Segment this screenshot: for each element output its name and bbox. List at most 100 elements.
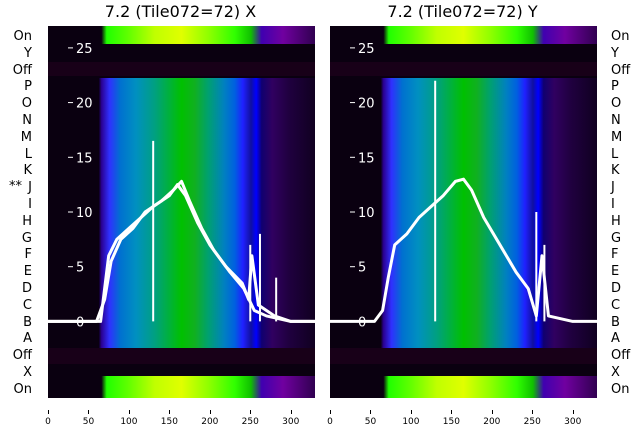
x-tick-mark (169, 410, 171, 414)
x-tick-label: 300 (564, 417, 582, 427)
row-label-right: On (611, 29, 630, 44)
row-label-right: Off (611, 348, 631, 363)
x-tick-mark (209, 410, 211, 414)
x-tick-mark (88, 410, 90, 414)
row-label-right: K (611, 163, 620, 178)
y-tick-label: 20 (76, 97, 93, 112)
y-tick-label: 5 (76, 261, 84, 276)
row-label-right: G (611, 231, 622, 246)
row-label-right: Off (611, 63, 631, 78)
heatmap-body (48, 78, 315, 348)
row-label-right: M (611, 130, 623, 145)
row-label-left: I (28, 197, 32, 212)
row-label-left: On (13, 382, 32, 397)
x-tick-label: 200 (483, 417, 501, 427)
row-label-left: D (21, 281, 32, 296)
row-label-left: K (23, 163, 32, 178)
row-label-left: Y (24, 46, 32, 61)
heatmap-band-bottom (330, 376, 597, 398)
row-label-left: X (23, 365, 32, 380)
y-tick-label: 25 (358, 42, 375, 57)
row-label-left: O (21, 96, 32, 111)
x-tick-mark (491, 410, 493, 414)
row-label-right: B (611, 315, 620, 330)
x-tick-mark (572, 410, 574, 414)
x-tick-label: 250 (523, 417, 541, 427)
trace-line (330, 177, 597, 323)
x-tick-label: 250 (241, 417, 259, 427)
x-tick-label: 300 (282, 417, 300, 427)
row-label-left: G (21, 231, 32, 246)
row-label-left: F (24, 247, 32, 262)
y-tick-label: 10 (358, 206, 375, 221)
x-tick-label: 100 (402, 417, 420, 427)
row-label-right: C (611, 298, 621, 313)
panel-title-x: 7.2 (Tile072=72) X (104, 2, 257, 21)
x-tick-label: 0 (45, 417, 51, 427)
row-label-right: H (611, 214, 621, 229)
y-tick-label: 5 (358, 261, 366, 276)
x-tick-mark (128, 410, 130, 414)
off-strip-bottom (330, 348, 597, 364)
row-label-left: P (24, 79, 32, 94)
row-label-left: M (20, 130, 32, 145)
x-tick-mark (330, 410, 331, 414)
y-tick-label: 20 (358, 97, 375, 112)
y-tick-label: 15 (358, 151, 375, 166)
x-tick-label: 0 (327, 417, 333, 427)
row-label-right: On (611, 382, 630, 397)
y-tick-label: 10 (76, 206, 93, 221)
row-label-right: D (611, 281, 622, 296)
x-tick-mark (532, 410, 534, 414)
x-tick-label: 150 (442, 417, 460, 427)
row-label-right: A (611, 331, 620, 346)
row-label-right: E (611, 264, 620, 279)
x-tick-label: 150 (160, 417, 178, 427)
row-label-left: C (22, 298, 32, 313)
row-label-left: E (23, 264, 32, 279)
heatmap-band-top (330, 26, 597, 44)
row-label-left: Off (12, 348, 32, 363)
row-label-right: F (611, 247, 619, 262)
panel-title-y: 7.2 (Tile072=72) Y (387, 2, 538, 21)
row-label-right: Y (611, 46, 619, 61)
y-tick-label: 15 (76, 151, 93, 166)
row-label-right: N (611, 113, 621, 128)
row-label-right: I (611, 197, 615, 212)
off-strip-bottom (48, 348, 315, 364)
trace-line (48, 179, 315, 323)
row-label-left: On (13, 29, 32, 44)
x-tick-label: 50 (82, 417, 95, 427)
marker-label: ** (9, 179, 22, 194)
row-label-left: L (24, 147, 32, 162)
x-tick-mark (370, 410, 372, 414)
x-tick-label: 50 (364, 417, 377, 427)
x-tick-mark (290, 410, 292, 414)
row-label-left: Off (12, 63, 32, 78)
heatmap-body (330, 78, 597, 348)
row-label-left: N (22, 113, 32, 128)
row-label-right: X (611, 365, 620, 380)
x-tick-mark (48, 410, 49, 414)
x-tick-mark (410, 410, 412, 414)
x-tick-label: 100 (120, 417, 138, 427)
x-tick-mark (250, 410, 252, 414)
off-strip-top (48, 62, 315, 76)
heatmap-band-top (48, 26, 315, 44)
y-tick-label: 25 (76, 42, 93, 57)
row-label-right: L (611, 147, 619, 162)
row-label-left: H (22, 214, 32, 229)
row-label-left: B (23, 315, 32, 330)
row-label-left: J (28, 180, 32, 195)
x-tick-label: 200 (201, 417, 219, 427)
row-label-right: P (611, 79, 619, 94)
x-tick-mark (451, 410, 453, 414)
trace-line (48, 183, 315, 323)
row-label-right: J (611, 180, 615, 195)
row-label-left: A (23, 331, 32, 346)
off-strip-top (330, 62, 597, 76)
row-label-right: O (611, 96, 622, 111)
heatmap-band-bottom (48, 376, 315, 398)
